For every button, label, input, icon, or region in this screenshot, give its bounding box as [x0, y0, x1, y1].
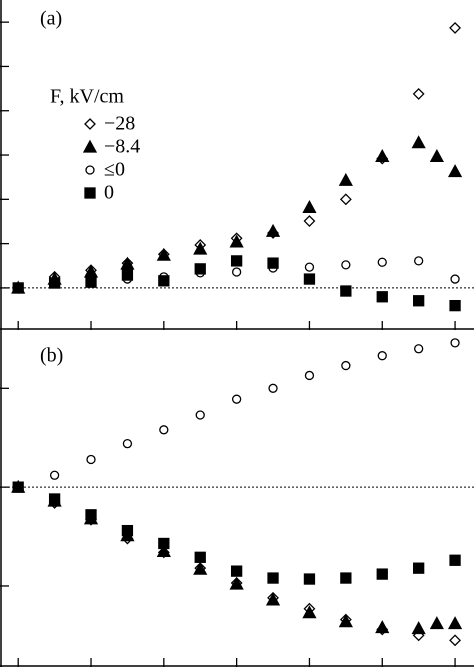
marker — [429, 616, 444, 630]
marker — [376, 568, 388, 580]
marker — [120, 256, 135, 270]
marker — [411, 621, 426, 635]
marker — [341, 260, 351, 270]
marker — [375, 620, 390, 634]
marker — [230, 255, 243, 267]
marker — [121, 269, 134, 281]
marker — [449, 634, 461, 647]
marker — [304, 262, 315, 272]
panel-label: (a) — [40, 8, 62, 30]
marker — [84, 187, 96, 199]
marker — [447, 616, 463, 630]
marker — [303, 273, 316, 285]
marker — [304, 370, 315, 381]
legend-title: F, kV/cm — [50, 86, 124, 108]
marker — [48, 493, 61, 505]
legend-label: 0 — [104, 182, 114, 204]
legend-label: −8.4 — [104, 136, 140, 158]
marker — [341, 360, 351, 371]
marker — [85, 509, 97, 521]
marker — [267, 257, 279, 269]
panel-label: (b) — [40, 345, 63, 367]
marker — [121, 524, 134, 537]
marker — [303, 573, 316, 585]
marker — [159, 425, 169, 435]
marker — [414, 256, 424, 266]
marker — [302, 605, 317, 619]
marker — [156, 247, 171, 261]
marker — [84, 118, 96, 130]
marker — [194, 263, 206, 275]
marker — [413, 562, 425, 574]
marker — [412, 87, 425, 100]
marker — [450, 338, 460, 348]
marker — [193, 561, 208, 575]
marker — [377, 257, 387, 267]
marker — [122, 439, 133, 449]
marker — [303, 215, 316, 227]
marker — [265, 223, 281, 237]
marker — [414, 344, 424, 354]
marker — [340, 285, 352, 297]
marker — [193, 241, 208, 255]
marker — [156, 544, 171, 558]
marker — [158, 537, 170, 550]
marker — [265, 592, 281, 606]
marker — [194, 551, 206, 563]
marker — [338, 172, 353, 186]
legend-label: −28 — [104, 113, 135, 135]
marker — [339, 193, 352, 206]
marker — [377, 351, 387, 361]
marker — [229, 576, 244, 590]
marker — [413, 295, 425, 307]
marker — [376, 291, 388, 303]
marker — [340, 572, 352, 584]
marker — [429, 149, 444, 163]
marker — [447, 164, 463, 178]
marker — [229, 234, 244, 248]
marker — [449, 554, 461, 566]
marker — [449, 21, 461, 34]
marker — [449, 299, 461, 312]
marker — [158, 275, 170, 287]
marker — [49, 470, 60, 480]
marker — [338, 614, 353, 628]
marker — [12, 282, 24, 294]
legend-label: ≤0 — [104, 159, 125, 181]
marker — [85, 276, 97, 288]
marker — [267, 572, 279, 584]
marker — [230, 565, 243, 577]
marker — [231, 267, 242, 277]
marker — [85, 165, 95, 175]
marker — [411, 135, 426, 149]
marker — [86, 454, 96, 465]
marker — [82, 139, 98, 153]
marker — [450, 274, 460, 284]
marker — [302, 199, 317, 213]
marker — [375, 149, 390, 163]
marker — [48, 277, 61, 289]
marker — [12, 481, 24, 493]
marker — [231, 394, 242, 404]
marker — [268, 383, 278, 393]
marker — [195, 410, 205, 420]
